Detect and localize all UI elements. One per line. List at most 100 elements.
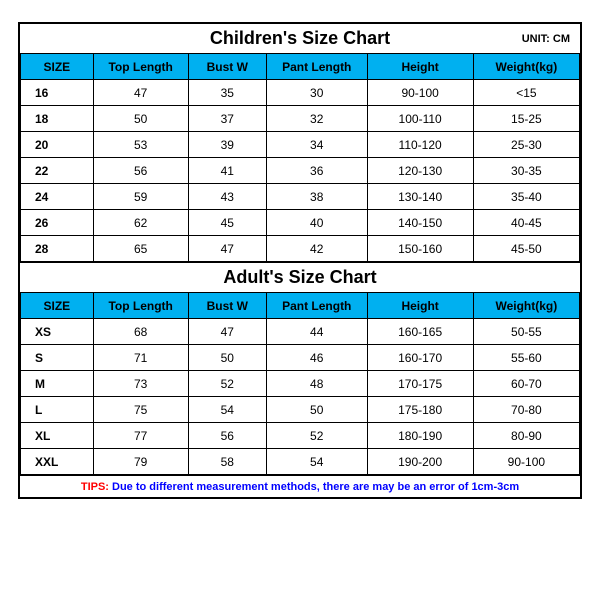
table-cell: 54 bbox=[266, 449, 367, 475]
table-row: S715046160-17055-60 bbox=[21, 345, 580, 371]
table-cell: 56 bbox=[188, 423, 266, 449]
table-cell: 18 bbox=[21, 106, 94, 132]
table-cell: 160-165 bbox=[367, 319, 473, 345]
table-cell: 55-60 bbox=[473, 345, 579, 371]
table-cell: 35 bbox=[188, 80, 266, 106]
column-header: Top Length bbox=[93, 293, 188, 319]
table-cell: 43 bbox=[188, 184, 266, 210]
table-cell: 36 bbox=[266, 158, 367, 184]
table-row: 1647353090-100<15 bbox=[21, 80, 580, 106]
table-cell: 40 bbox=[266, 210, 367, 236]
table-cell: 90-100 bbox=[367, 80, 473, 106]
column-header: SIZE bbox=[21, 293, 94, 319]
table-cell: 25-30 bbox=[473, 132, 579, 158]
table-cell: 32 bbox=[266, 106, 367, 132]
column-header: Bust W bbox=[188, 54, 266, 80]
table-cell: 50 bbox=[93, 106, 188, 132]
table-cell: XL bbox=[21, 423, 94, 449]
size-chart-container: Children's Size Chart UNIT: CM SIZETop L… bbox=[18, 22, 582, 499]
table-cell: 22 bbox=[21, 158, 94, 184]
column-header: Weight(kg) bbox=[473, 54, 579, 80]
table-cell: 160-170 bbox=[367, 345, 473, 371]
table-cell: 180-190 bbox=[367, 423, 473, 449]
table-cell: 73 bbox=[93, 371, 188, 397]
table-cell: 75 bbox=[93, 397, 188, 423]
tips-row: TIPS: Due to different measurement metho… bbox=[20, 475, 580, 497]
table-cell: 34 bbox=[266, 132, 367, 158]
table-row: 24594338130-14035-40 bbox=[21, 184, 580, 210]
table-cell: 62 bbox=[93, 210, 188, 236]
children-header-row: SIZETop LengthBust WPant LengthHeightWei… bbox=[21, 54, 580, 80]
column-header: SIZE bbox=[21, 54, 94, 80]
table-cell: 47 bbox=[188, 236, 266, 262]
table-cell: 35-40 bbox=[473, 184, 579, 210]
tips-text: Due to different measurement methods, th… bbox=[112, 481, 519, 493]
table-cell: 48 bbox=[266, 371, 367, 397]
table-cell: 60-70 bbox=[473, 371, 579, 397]
table-row: XS684744160-16550-55 bbox=[21, 319, 580, 345]
unit-label: UNIT: CM bbox=[522, 33, 570, 45]
table-cell: 50 bbox=[188, 345, 266, 371]
table-row: 18503732100-11015-25 bbox=[21, 106, 580, 132]
table-cell: 110-120 bbox=[367, 132, 473, 158]
table-cell: M bbox=[21, 371, 94, 397]
table-cell: 30-35 bbox=[473, 158, 579, 184]
table-cell: 53 bbox=[93, 132, 188, 158]
table-row: 20533934110-12025-30 bbox=[21, 132, 580, 158]
table-cell: 65 bbox=[93, 236, 188, 262]
table-cell: 130-140 bbox=[367, 184, 473, 210]
table-cell: 68 bbox=[93, 319, 188, 345]
table-cell: 56 bbox=[93, 158, 188, 184]
table-cell: 26 bbox=[21, 210, 94, 236]
table-cell: 20 bbox=[21, 132, 94, 158]
column-header: Height bbox=[367, 54, 473, 80]
table-cell: 16 bbox=[21, 80, 94, 106]
table-cell: 24 bbox=[21, 184, 94, 210]
table-cell: 120-130 bbox=[367, 158, 473, 184]
table-row: M735248170-17560-70 bbox=[21, 371, 580, 397]
table-cell: 41 bbox=[188, 158, 266, 184]
table-cell: 40-45 bbox=[473, 210, 579, 236]
table-cell: 30 bbox=[266, 80, 367, 106]
table-cell: 100-110 bbox=[367, 106, 473, 132]
table-cell: 58 bbox=[188, 449, 266, 475]
column-header: Pant Length bbox=[266, 54, 367, 80]
table-cell: 175-180 bbox=[367, 397, 473, 423]
table-cell: 52 bbox=[266, 423, 367, 449]
table-cell: 79 bbox=[93, 449, 188, 475]
table-cell: 45 bbox=[188, 210, 266, 236]
table-cell: 47 bbox=[93, 80, 188, 106]
table-cell: 77 bbox=[93, 423, 188, 449]
table-cell: 46 bbox=[266, 345, 367, 371]
table-cell: 71 bbox=[93, 345, 188, 371]
column-header: Height bbox=[367, 293, 473, 319]
column-header: Weight(kg) bbox=[473, 293, 579, 319]
table-cell: XS bbox=[21, 319, 94, 345]
table-cell: 15-25 bbox=[473, 106, 579, 132]
table-row: XXL795854190-20090-100 bbox=[21, 449, 580, 475]
table-cell: 52 bbox=[188, 371, 266, 397]
adult-chart-title: Adult's Size Chart bbox=[223, 267, 376, 288]
table-cell: 39 bbox=[188, 132, 266, 158]
table-cell: 28 bbox=[21, 236, 94, 262]
column-header: Pant Length bbox=[266, 293, 367, 319]
table-cell: 50-55 bbox=[473, 319, 579, 345]
table-cell: 38 bbox=[266, 184, 367, 210]
table-cell: 150-160 bbox=[367, 236, 473, 262]
tips-label: TIPS: bbox=[81, 481, 112, 493]
table-row: 28654742150-16045-50 bbox=[21, 236, 580, 262]
table-cell: 140-150 bbox=[367, 210, 473, 236]
table-cell: 54 bbox=[188, 397, 266, 423]
column-header: Top Length bbox=[93, 54, 188, 80]
children-size-table: SIZETop LengthBust WPant LengthHeightWei… bbox=[20, 53, 580, 262]
table-cell: 170-175 bbox=[367, 371, 473, 397]
table-cell: S bbox=[21, 345, 94, 371]
column-header: Bust W bbox=[188, 293, 266, 319]
table-row: 22564136120-13030-35 bbox=[21, 158, 580, 184]
table-row: XL775652180-19080-90 bbox=[21, 423, 580, 449]
table-cell: 50 bbox=[266, 397, 367, 423]
table-cell: 42 bbox=[266, 236, 367, 262]
table-cell: 80-90 bbox=[473, 423, 579, 449]
table-cell: 190-200 bbox=[367, 449, 473, 475]
table-cell: 90-100 bbox=[473, 449, 579, 475]
